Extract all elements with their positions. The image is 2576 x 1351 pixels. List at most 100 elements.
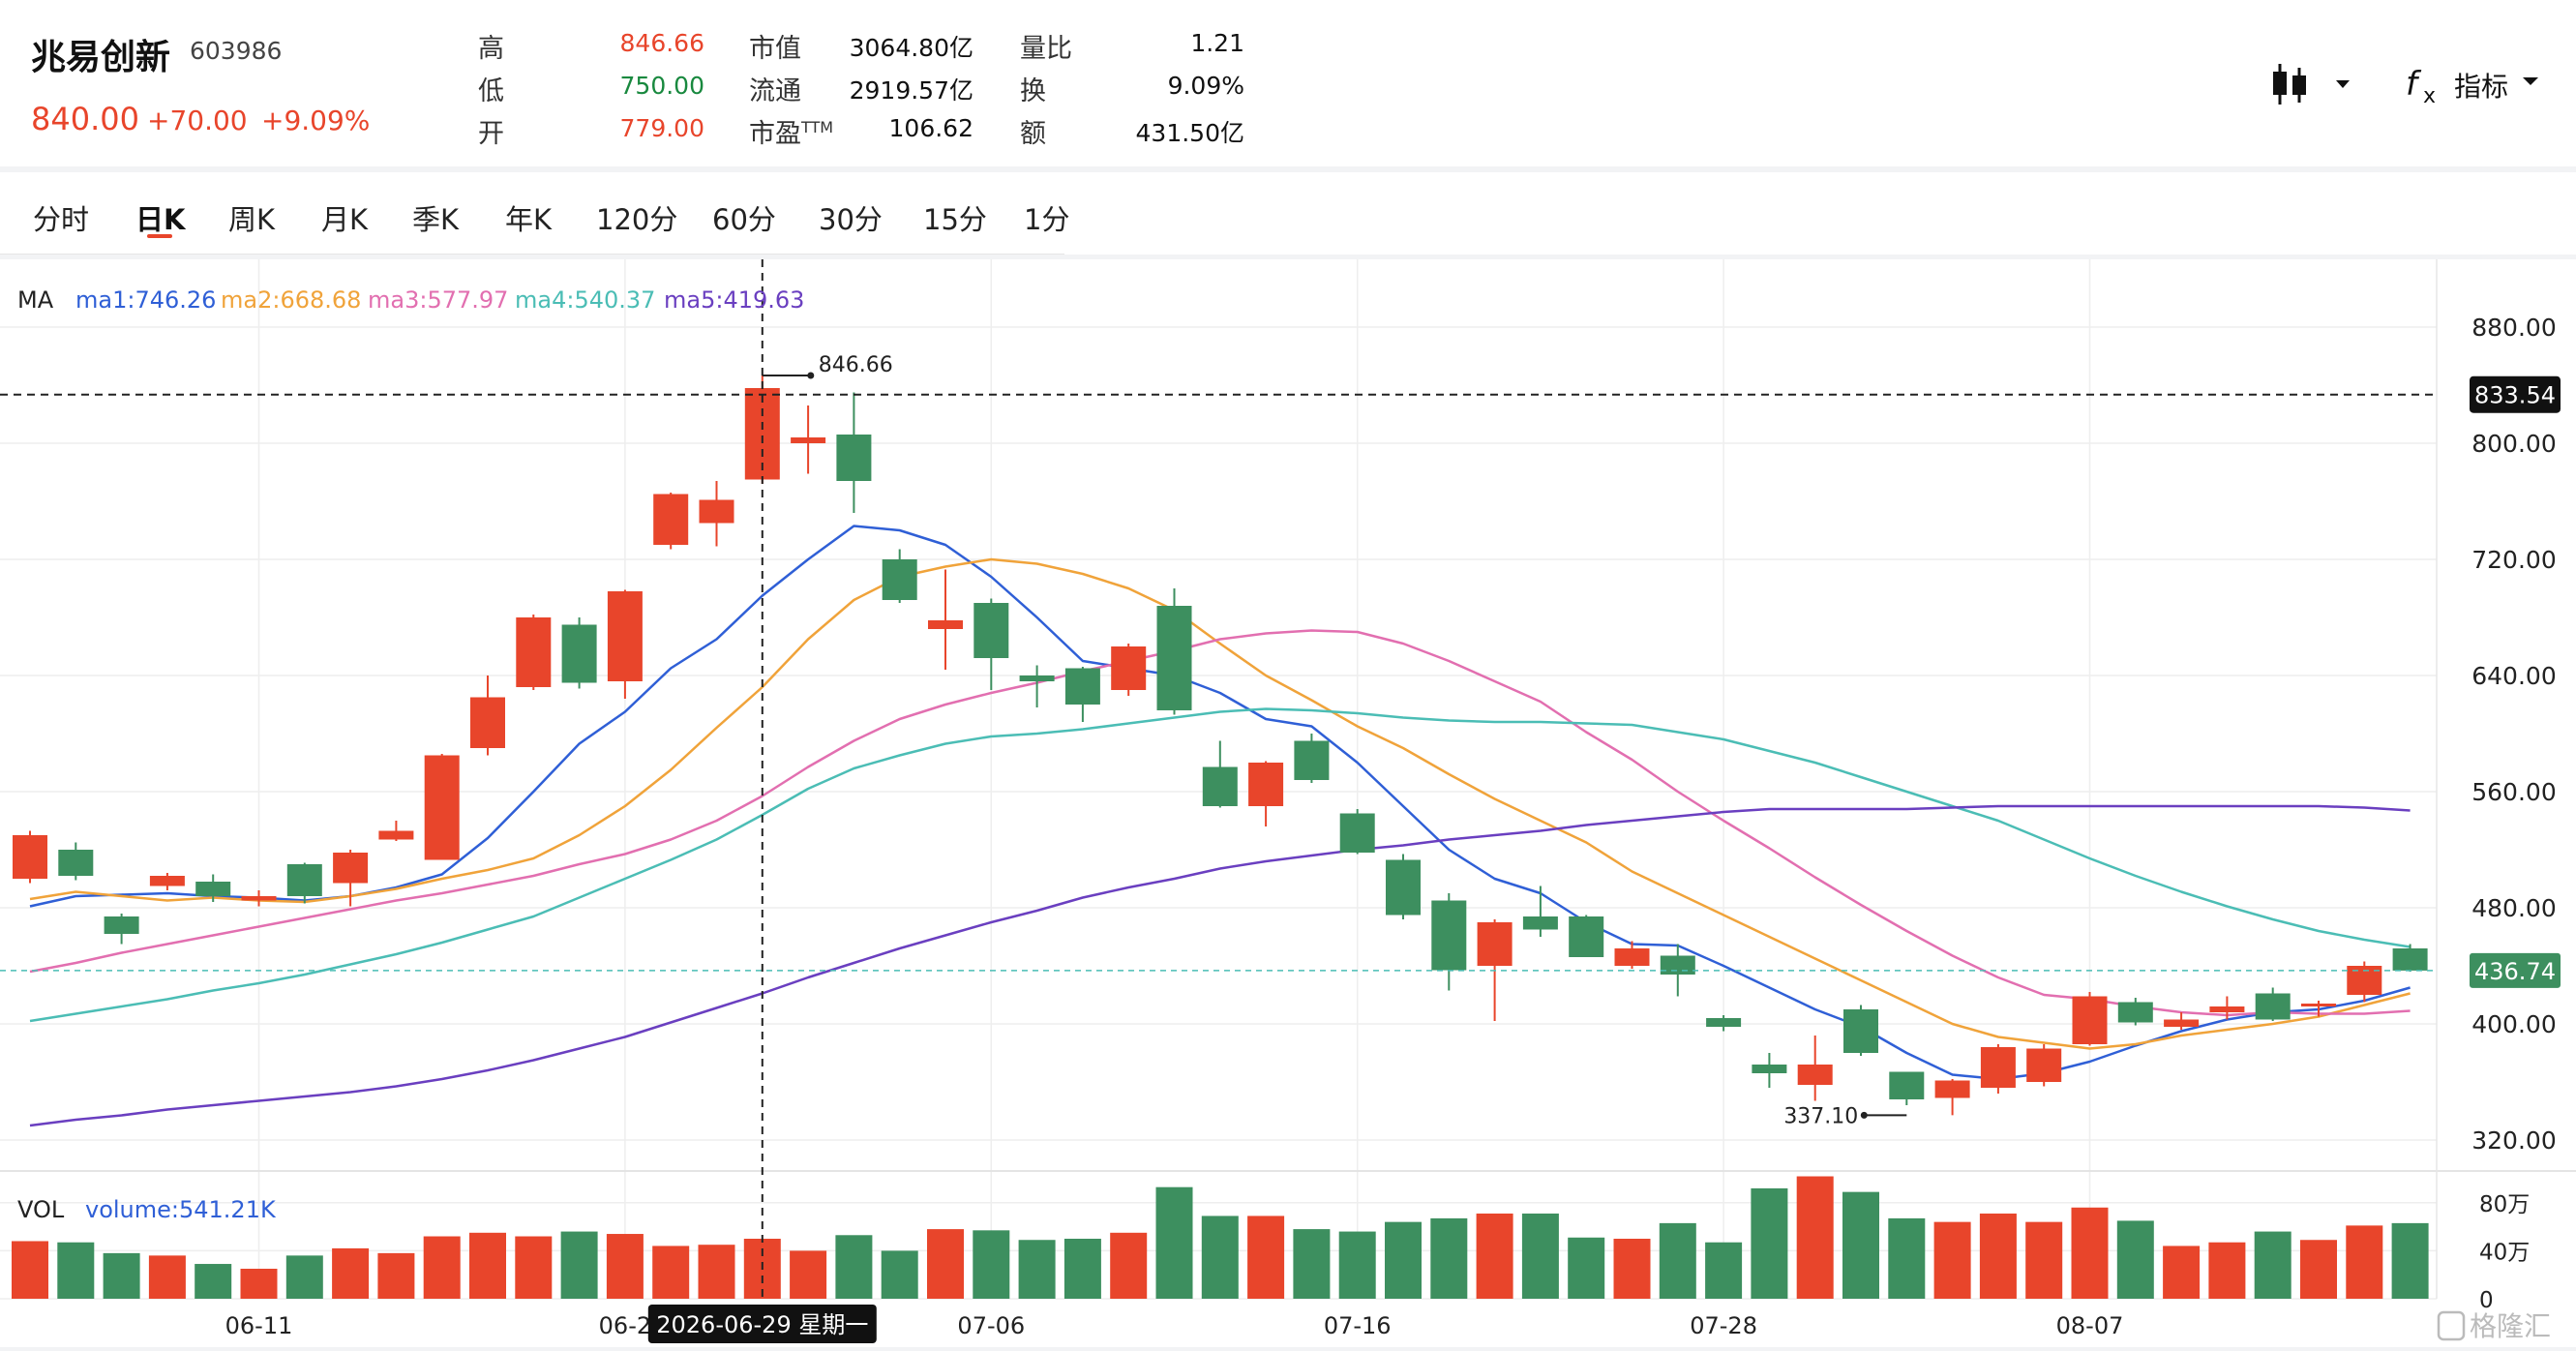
candle bbox=[1980, 1044, 2016, 1094]
volume-bar bbox=[973, 1230, 1010, 1299]
quote-value-high: 846.66 bbox=[619, 29, 704, 57]
date-tick-label: 07-16 bbox=[1324, 1312, 1392, 1339]
quote-value-float-cap: 2919.57亿 bbox=[849, 76, 973, 105]
indicator-selector[interactable]: f x 指标 bbox=[2404, 60, 2538, 112]
candle bbox=[1431, 893, 1467, 991]
candle bbox=[241, 890, 277, 907]
volume-bar bbox=[1247, 1216, 1285, 1299]
quote-value-pe: 106.62 bbox=[888, 114, 973, 142]
extreme-annotation: 846.66 bbox=[762, 353, 893, 379]
candle bbox=[470, 676, 505, 756]
candle bbox=[1522, 886, 1558, 937]
candle bbox=[1386, 854, 1421, 919]
volume-bar bbox=[927, 1229, 964, 1299]
volume-bar bbox=[2300, 1240, 2337, 1299]
candle bbox=[1934, 1079, 1970, 1116]
candle-body bbox=[1431, 900, 1467, 971]
volume-bar bbox=[1659, 1222, 1696, 1299]
candle-body bbox=[882, 559, 917, 600]
quote-label-float-cap: 流通 bbox=[749, 76, 801, 106]
candle bbox=[286, 862, 322, 904]
volume-legend-value: volume:541.21K bbox=[85, 1196, 277, 1223]
candle-body bbox=[286, 864, 322, 896]
candle-body bbox=[1706, 1018, 1742, 1027]
volume-bar bbox=[1979, 1213, 2017, 1299]
chart-type-selector[interactable] bbox=[2268, 60, 2355, 112]
price-tick-label: 560.00 bbox=[2471, 778, 2556, 806]
date-tick-label: 07-06 bbox=[957, 1312, 1025, 1339]
candle bbox=[13, 830, 47, 884]
price-tick-label: 720.00 bbox=[2471, 546, 2556, 574]
tab-30min[interactable]: 30分 bbox=[819, 203, 883, 236]
fx-icon: f x bbox=[2406, 65, 2436, 108]
candle bbox=[2072, 992, 2108, 1046]
volume-tick-label: 80万 bbox=[2479, 1192, 2530, 1217]
tab-15min[interactable]: 15分 bbox=[923, 203, 987, 236]
volume-bar bbox=[1293, 1229, 1331, 1299]
volume-bar bbox=[1201, 1216, 1239, 1299]
kline-chart[interactable]: 880.00 800.00 720.00 640.00 560.00 480.00 400.… bbox=[0, 259, 2576, 1347]
volume-bar bbox=[1568, 1237, 1605, 1299]
indicator-label: 指标 bbox=[2454, 71, 2509, 103]
ma5-legend: ma5:419.63 bbox=[664, 286, 804, 314]
tab-weekly[interactable]: 周K bbox=[228, 203, 276, 236]
crosshair-price-tag bbox=[2470, 375, 2561, 413]
ma-legend-label: MA bbox=[17, 286, 54, 314]
candle-body bbox=[836, 435, 872, 481]
volume-bar bbox=[1933, 1221, 1971, 1299]
period-tabs: 分时 日K 周K 月K 季K 年K 120分 60分 30分 15分 1分 bbox=[0, 172, 2576, 255]
volume-bar bbox=[377, 1252, 415, 1299]
volume-bar bbox=[606, 1234, 644, 1299]
volume-bar bbox=[652, 1246, 690, 1299]
volume-bar bbox=[2071, 1207, 2109, 1299]
candle bbox=[699, 481, 734, 547]
candle bbox=[1706, 1015, 1742, 1032]
quote-value-low: 750.00 bbox=[619, 72, 704, 100]
candle bbox=[1111, 644, 1147, 696]
quote-label-volume-ratio: 量比 bbox=[1020, 34, 1072, 64]
candle-body bbox=[1294, 740, 1330, 780]
price-tick-label: 400.00 bbox=[2471, 1010, 2556, 1038]
volume-bar bbox=[1705, 1242, 1743, 1299]
volume-bar bbox=[1842, 1191, 1879, 1299]
volume-bar bbox=[1521, 1213, 1559, 1299]
annotation-dot bbox=[807, 372, 815, 379]
tab-monthly[interactable]: 月K bbox=[321, 203, 369, 236]
candle-body bbox=[1614, 948, 1650, 966]
tab-yearly[interactable]: 年K bbox=[505, 203, 553, 236]
quote-label-open: 开 bbox=[478, 119, 504, 149]
tab-1min[interactable]: 1分 bbox=[1024, 203, 1070, 236]
ma4-legend: ma4:540.37 bbox=[515, 286, 655, 314]
tab-120min[interactable]: 120分 bbox=[596, 203, 678, 236]
volume-bar bbox=[469, 1232, 506, 1299]
candle-body bbox=[2301, 1004, 2336, 1006]
candle-body bbox=[241, 896, 277, 901]
quote-header: 兆易创新 603986 840.00 +70.00 +9.09% 高 846.6… bbox=[0, 0, 2576, 166]
price-tick-label: 800.00 bbox=[2471, 430, 2556, 458]
candle-body bbox=[699, 499, 734, 524]
price-tick-label: 640.00 bbox=[2471, 662, 2556, 690]
tab-intraday[interactable]: 分时 bbox=[33, 203, 90, 236]
candle-body bbox=[1522, 916, 1558, 930]
candle bbox=[2255, 987, 2291, 1021]
tab-daily[interactable]: 日K bbox=[135, 203, 186, 236]
chart-grid bbox=[0, 259, 2576, 1300]
date-tick-label: 08-07 bbox=[2056, 1312, 2124, 1339]
volume-bar bbox=[1751, 1187, 1788, 1299]
tab-quarterly[interactable]: 季K bbox=[412, 203, 460, 236]
volume-bar bbox=[2025, 1221, 2063, 1299]
candle-body bbox=[58, 850, 94, 876]
candle-body bbox=[653, 494, 689, 545]
candle bbox=[1614, 941, 1650, 969]
candles bbox=[13, 375, 2428, 1116]
volume-bar bbox=[240, 1269, 278, 1299]
price-change: +70.00 bbox=[147, 105, 248, 136]
candle bbox=[58, 842, 94, 881]
tab-60min[interactable]: 60分 bbox=[712, 203, 776, 236]
kline-chart-panel[interactable]: 880.00 800.00 720.00 640.00 560.00 480.00 400.… bbox=[0, 259, 2576, 1347]
annotation-label: 337.10 bbox=[1783, 1104, 1858, 1128]
candle-body bbox=[424, 755, 460, 860]
volume-bars bbox=[12, 1176, 2429, 1299]
candle bbox=[2209, 996, 2245, 1020]
volume-bar bbox=[2391, 1222, 2429, 1299]
